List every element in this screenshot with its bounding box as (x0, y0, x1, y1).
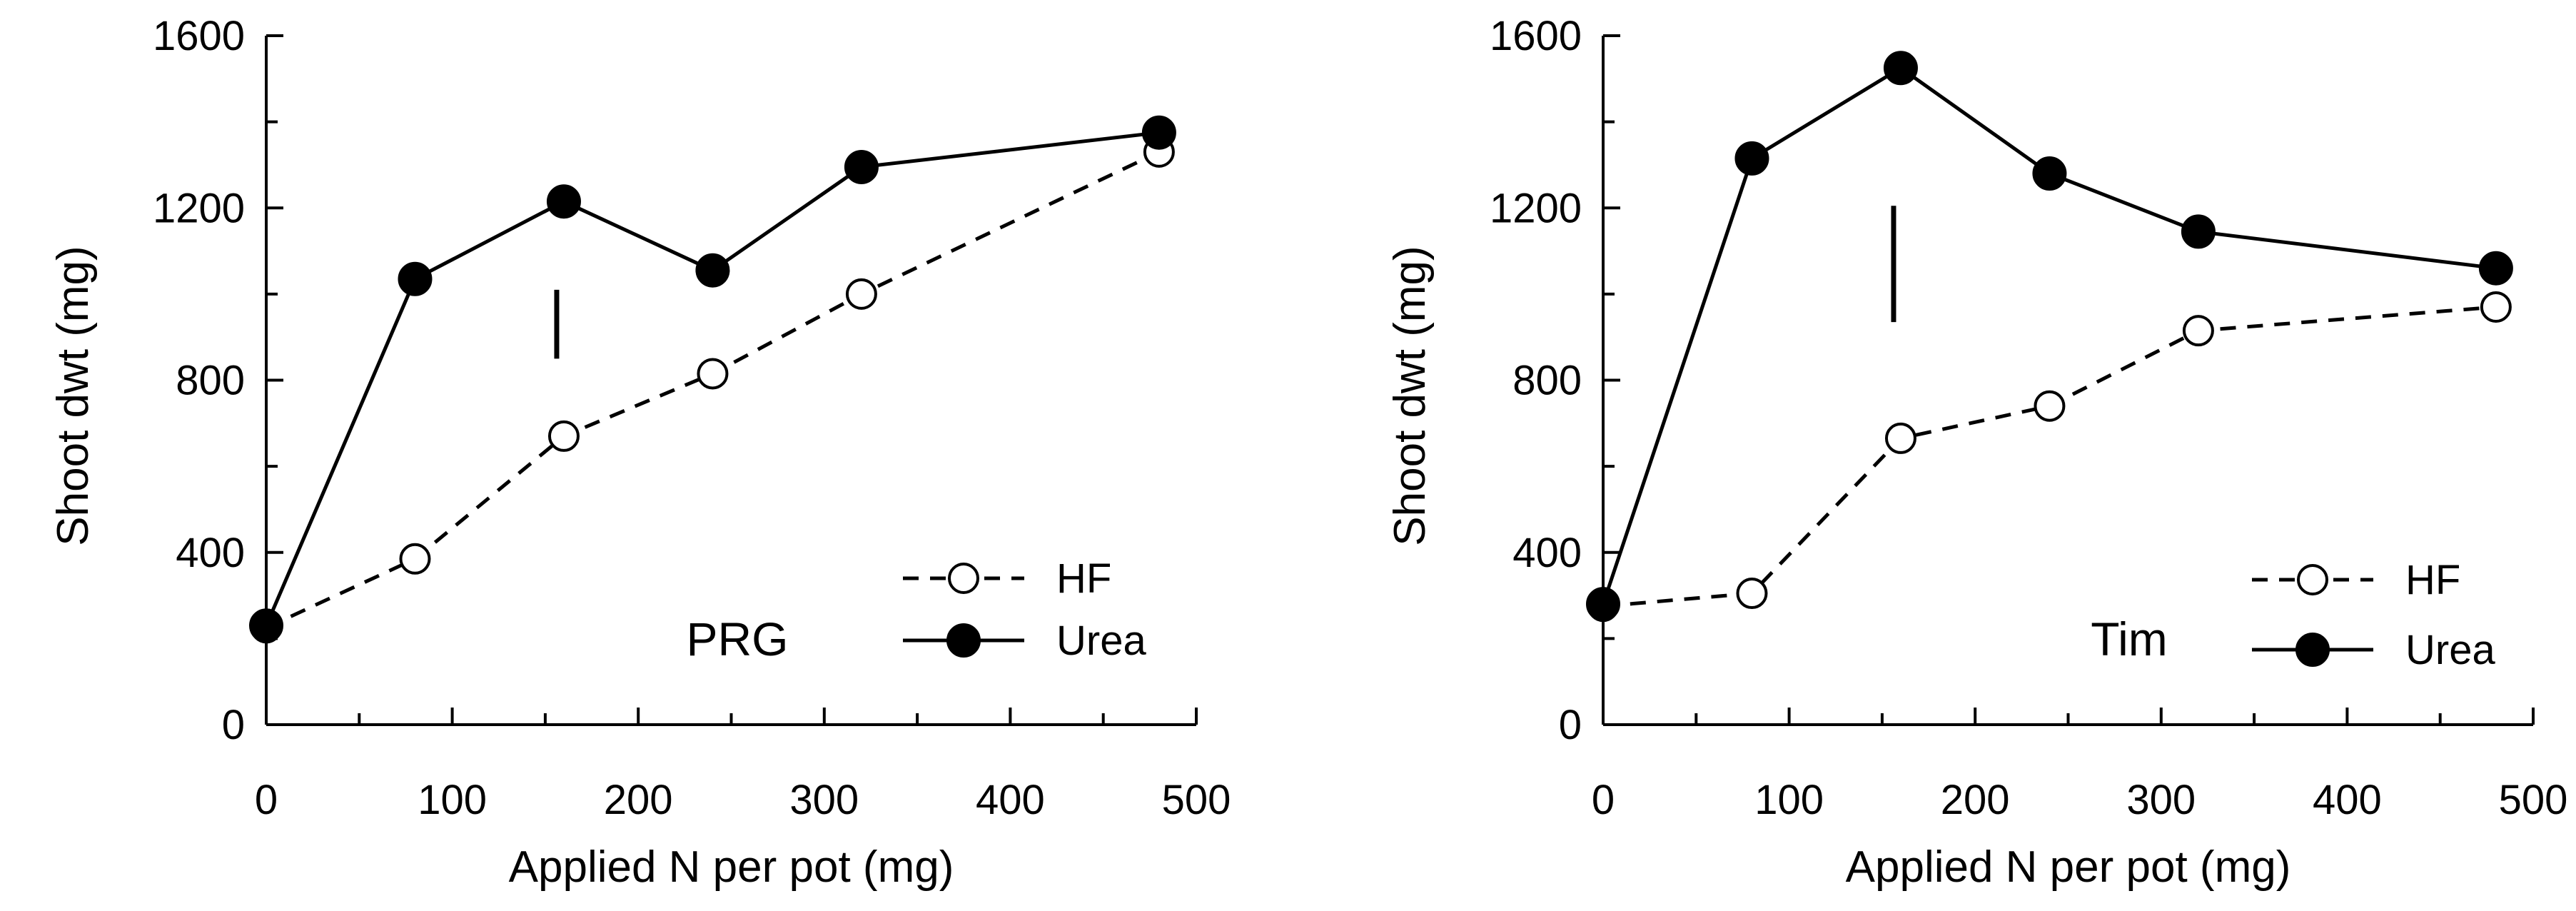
series-line-urea (264, 131, 1160, 627)
x-tick-label: 500 (2499, 777, 2568, 823)
data-point-urea (1883, 51, 1918, 86)
x-tick-label: 0 (255, 777, 278, 823)
x-tick-label: 200 (604, 777, 673, 823)
data-point-urea (844, 149, 879, 184)
data-point-urea (2181, 214, 2216, 249)
data-point-urea (695, 253, 730, 288)
x-tick-label: 100 (1754, 777, 1824, 823)
y-tick-label: 400 (176, 530, 245, 576)
y-tick-label: 1600 (153, 13, 245, 59)
legend-label-urea: Urea (1056, 618, 1146, 664)
data-point-urea (1141, 115, 1176, 150)
y-tick-label: 800 (1512, 358, 1582, 404)
data-point-hf (2480, 291, 2512, 323)
y-tick-label: 0 (222, 702, 245, 748)
legend-label-hf: HF (1056, 555, 1111, 602)
series-line-urea (1601, 66, 2497, 605)
data-point-hf (1884, 422, 1916, 454)
x-tick-label: 200 (1941, 777, 2010, 823)
panel-label: Tim (2091, 613, 2168, 665)
x-tick-label: 500 (1162, 777, 1231, 823)
legend-marker-urea (946, 623, 981, 658)
y-axis-label: Shoot dwt (mg) (49, 246, 98, 545)
data-point-hf (697, 358, 729, 390)
data-point-urea (1586, 587, 1620, 622)
data-point-urea (1734, 141, 1769, 176)
x-axis-label: Applied N per pot (mg) (1846, 842, 2291, 892)
data-point-hf (2034, 390, 2066, 422)
data-point-hf (2182, 315, 2214, 347)
data-point-urea (2478, 251, 2513, 286)
data-point-hf (1736, 578, 1768, 610)
data-point-hf (547, 420, 580, 452)
chart-panel-tim: 0 400 800 1200 1600 0 100 200 300 400 500 Applied N… (1385, 13, 2567, 892)
chart-panel-prg: 0 400 800 1200 1600 0 100 200 300 400 500 Applied N… (49, 13, 1231, 892)
y-tick-label: 1200 (153, 185, 245, 231)
x-tick-label: 0 (1592, 777, 1615, 823)
legend-marker-urea (2295, 633, 2330, 667)
series-line-hf (265, 150, 1160, 630)
y-tick-label: 800 (176, 358, 245, 404)
data-point-urea (2032, 156, 2067, 191)
data-point-urea (249, 608, 283, 643)
x-axis-label: Applied N per pot (mg) (509, 842, 954, 892)
x-tick-label: 300 (2126, 777, 2196, 823)
x-tick-label: 400 (2313, 777, 2382, 823)
data-point-urea (546, 184, 581, 219)
x-tick-label: 300 (789, 777, 859, 823)
y-axis-label: Shoot dwt (mg) (1385, 246, 1435, 545)
x-tick-label: 400 (976, 777, 1045, 823)
legend-label-urea: Urea (2405, 627, 2495, 673)
data-point-hf (845, 278, 877, 310)
legend-label-hf: HF (2405, 557, 2460, 603)
y-tick-label: 400 (1512, 530, 1582, 576)
y-tick-label: 1600 (1490, 13, 1582, 59)
y-tick-label: 1200 (1490, 185, 1582, 231)
series-line-hf (1602, 305, 2497, 608)
y-tick-label: 0 (1559, 702, 1582, 748)
panel-label: PRG (686, 613, 788, 665)
x-tick-label: 100 (418, 777, 487, 823)
legend-marker-hf (948, 563, 979, 594)
data-point-hf (399, 543, 431, 575)
legend-marker-hf (2297, 564, 2328, 595)
data-point-urea (398, 261, 433, 296)
